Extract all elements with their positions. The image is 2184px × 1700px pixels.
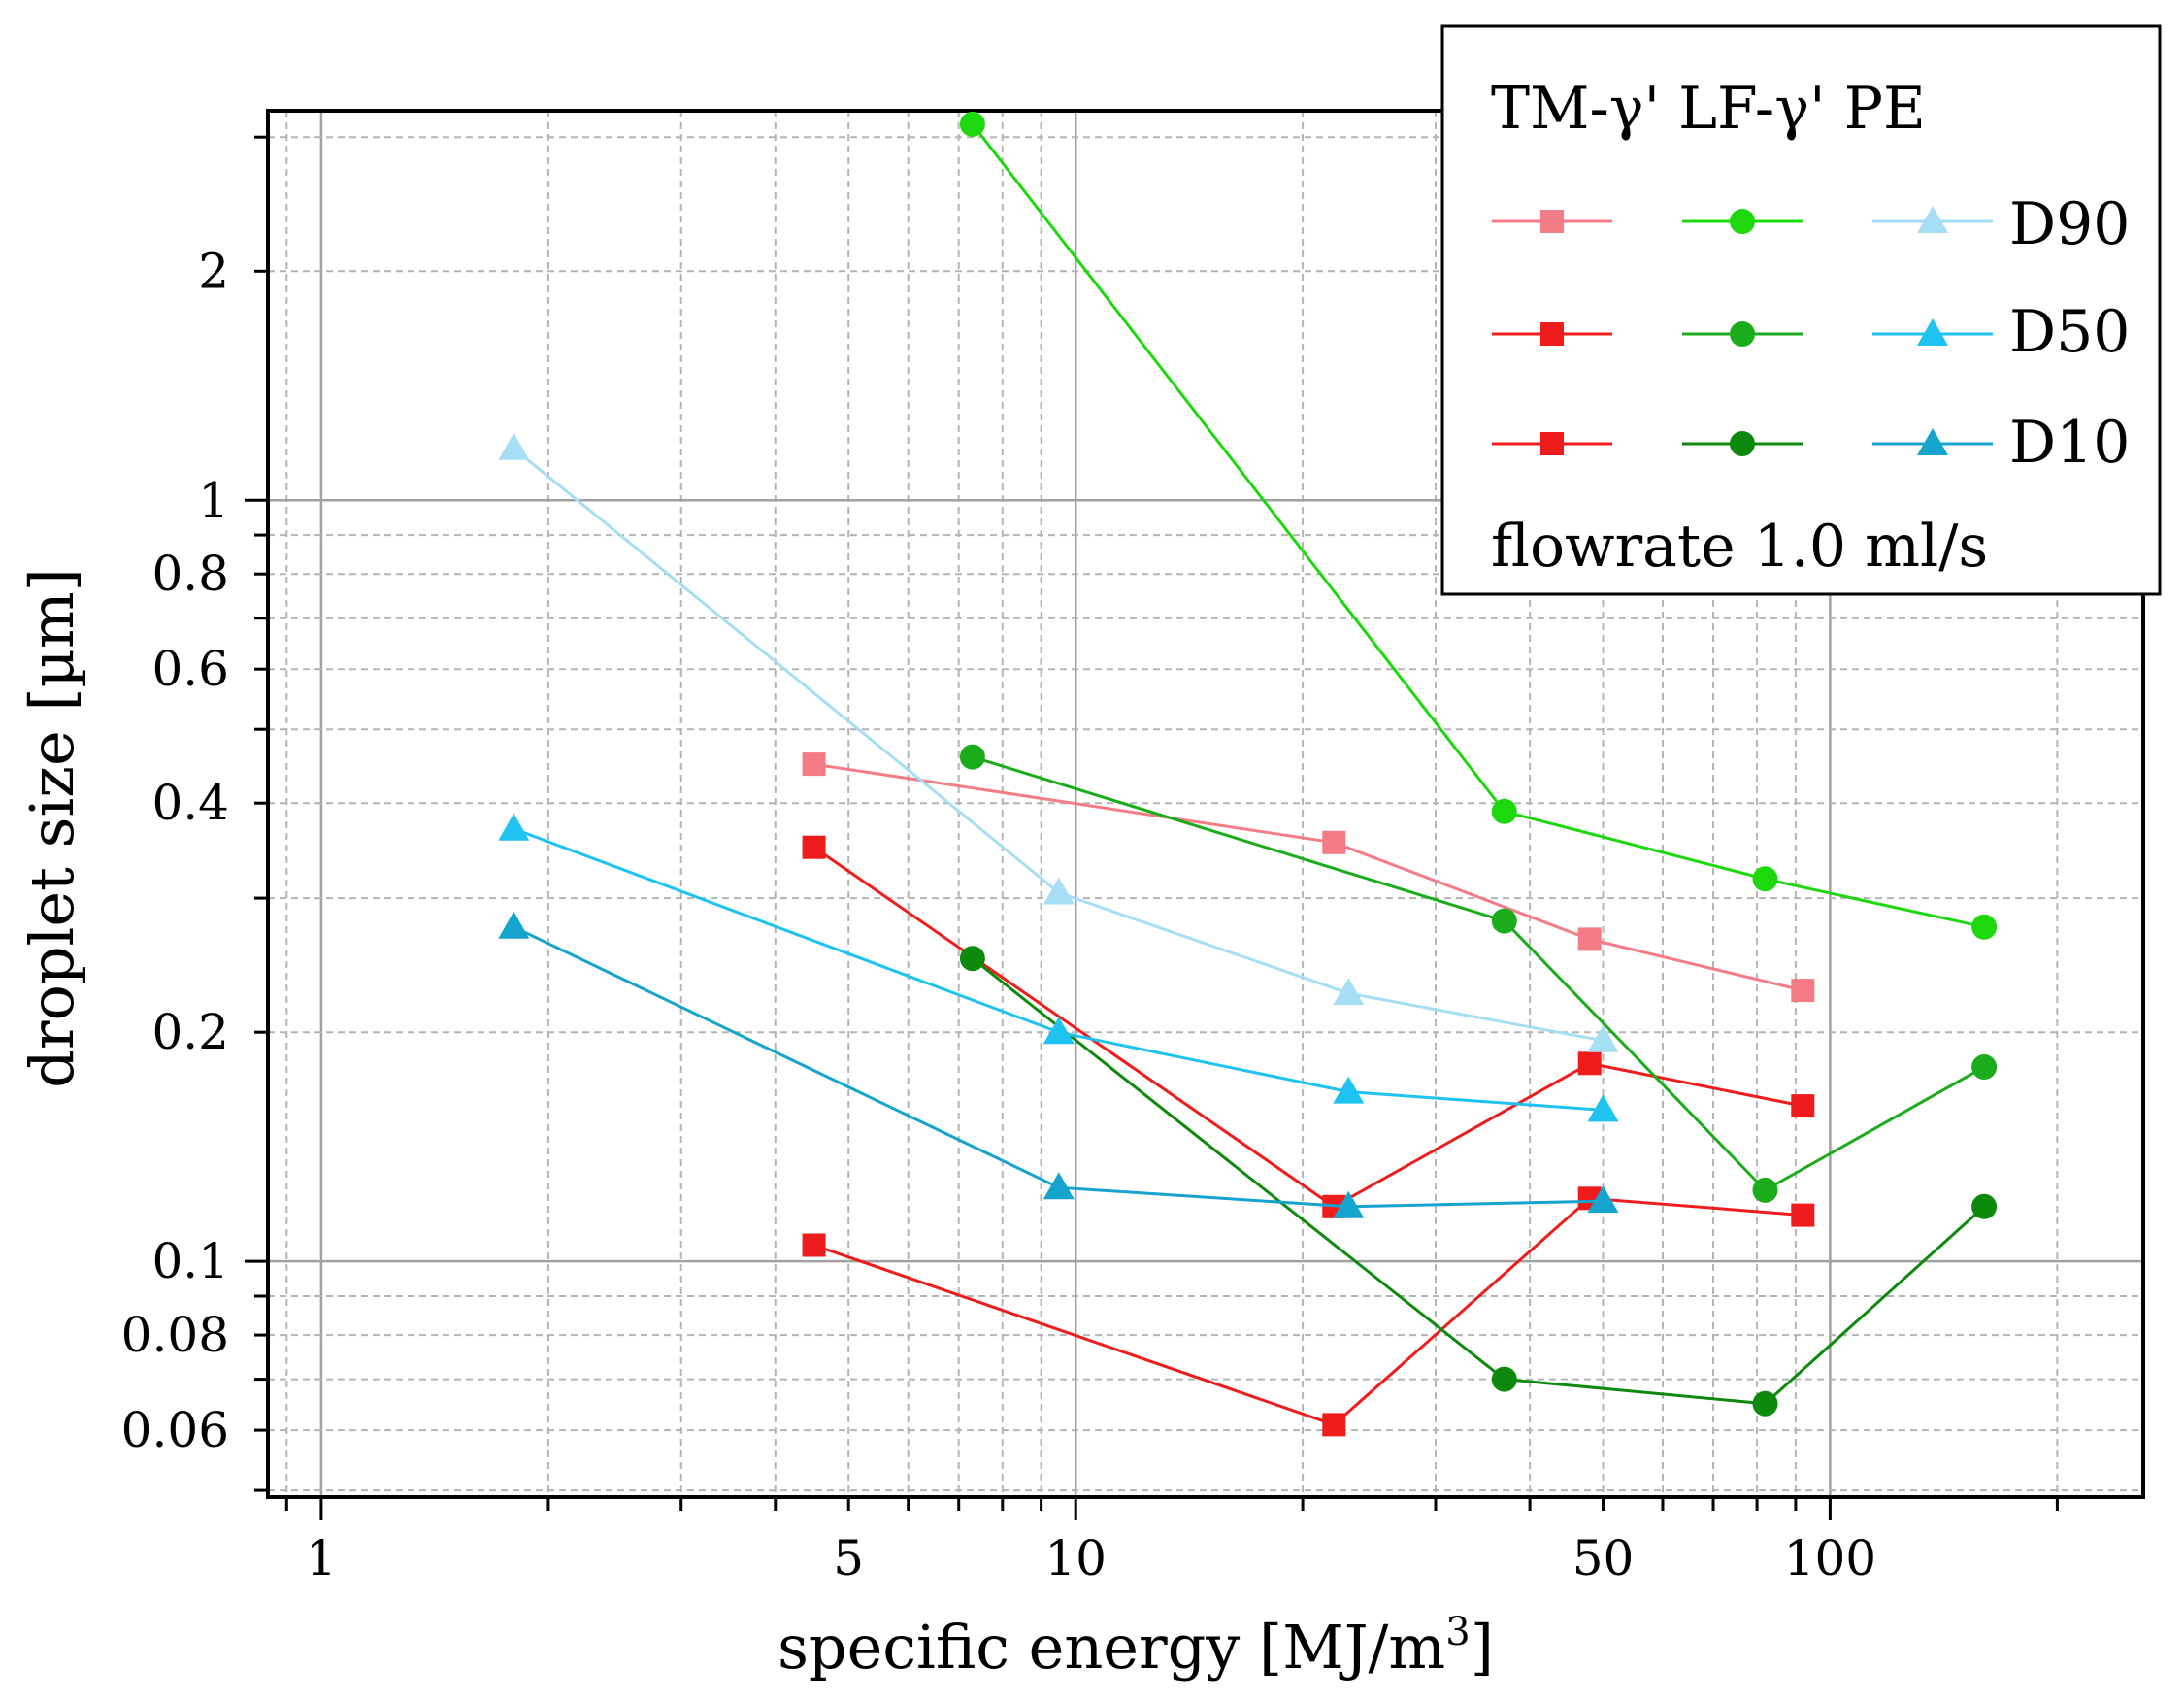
y-axis-title: droplet size [µm] bbox=[17, 568, 87, 1088]
y-tick-label: 2 bbox=[198, 243, 229, 299]
series-pe-d10 bbox=[498, 911, 1619, 1218]
series-lf-d10 bbox=[959, 946, 1998, 1417]
data-point bbox=[1791, 1203, 1815, 1227]
data-point bbox=[1752, 1390, 1778, 1417]
legend-sample-lf-d50 bbox=[1682, 321, 1803, 347]
series-lf-d50 bbox=[959, 744, 1998, 1203]
data-point bbox=[1791, 1094, 1815, 1118]
legend-header: TM-γ' LF-γ' PE bbox=[1491, 75, 1926, 143]
data-point bbox=[959, 744, 985, 770]
y-tick-label: 0.06 bbox=[121, 1402, 229, 1458]
data-point bbox=[959, 946, 985, 972]
x-tick-label: 5 bbox=[833, 1530, 864, 1586]
data-point bbox=[802, 752, 826, 777]
legend-sample-marker bbox=[1730, 431, 1755, 456]
data-point bbox=[1491, 1366, 1517, 1392]
data-point bbox=[1587, 1024, 1619, 1052]
x-tick-label: 1 bbox=[306, 1530, 337, 1586]
legend-sample-pe-d50 bbox=[1872, 318, 1993, 346]
y-tick-label: 0.8 bbox=[151, 546, 229, 602]
data-point bbox=[1491, 908, 1517, 934]
legend-samples bbox=[1492, 206, 1993, 456]
series-line bbox=[813, 1196, 1803, 1427]
legend-sample-marker bbox=[1540, 432, 1564, 455]
legend-footer: flowrate 1.0 ml/s bbox=[1491, 513, 1988, 581]
series-line bbox=[513, 447, 1604, 1043]
data-point bbox=[802, 835, 826, 859]
data-point bbox=[1333, 1190, 1365, 1218]
data-point bbox=[1322, 830, 1346, 854]
legend-sample-lf-d10 bbox=[1682, 431, 1803, 456]
y-tick-label: 0.6 bbox=[151, 641, 229, 697]
series-line bbox=[971, 122, 1985, 929]
y-tick-label: 0.2 bbox=[151, 1004, 229, 1060]
series-line bbox=[513, 827, 1604, 1112]
series-tm-d10 bbox=[802, 1186, 1815, 1437]
data-point bbox=[1971, 1054, 1998, 1080]
y-tick-label: 0.08 bbox=[121, 1307, 229, 1363]
data-point bbox=[1752, 1177, 1778, 1203]
legend-sample-lf-d90 bbox=[1682, 209, 1803, 234]
legend-row-label-d90: D90 bbox=[2009, 190, 2130, 258]
series-pe-d50 bbox=[498, 813, 1619, 1122]
data-point bbox=[498, 432, 530, 460]
data-point bbox=[1333, 978, 1365, 1006]
data-point bbox=[1042, 1172, 1075, 1200]
series-line bbox=[813, 762, 1803, 992]
legend-sample-marker bbox=[1730, 321, 1755, 347]
legend-box bbox=[1440, 24, 2162, 596]
series bbox=[498, 111, 1998, 1437]
legend-sample-marker bbox=[1917, 428, 1948, 455]
data-point bbox=[1322, 1413, 1346, 1437]
data-point bbox=[1333, 1076, 1365, 1104]
legend-sample-marker bbox=[1540, 322, 1564, 346]
series-pe-d90 bbox=[498, 432, 1619, 1052]
legend-sample-pe-d10 bbox=[1872, 428, 1993, 455]
legend-row-label-d50: D50 bbox=[2009, 298, 2130, 366]
data-point bbox=[1042, 1017, 1075, 1045]
series-line bbox=[513, 925, 1604, 1209]
data-point bbox=[802, 1233, 826, 1257]
series-line bbox=[812, 846, 1803, 1209]
x-axis-title-superscript: 3 bbox=[1445, 1610, 1470, 1654]
series-tm-d50 bbox=[802, 835, 1815, 1218]
data-point bbox=[1577, 1051, 1602, 1076]
data-point bbox=[1752, 866, 1778, 892]
data-point bbox=[498, 813, 530, 841]
legend-sample-tm-d50 bbox=[1492, 322, 1612, 346]
series-line bbox=[971, 957, 1986, 1406]
data-point bbox=[498, 911, 530, 939]
x-tick-label: 50 bbox=[1572, 1530, 1635, 1586]
data-point bbox=[1791, 979, 1815, 1003]
plot-frame bbox=[266, 109, 2145, 1499]
x-tick-label: 10 bbox=[1044, 1530, 1107, 1586]
series-line bbox=[972, 755, 1985, 1192]
legend-sample-marker bbox=[1730, 209, 1755, 234]
legend: TM-γ' LF-γ' PE D90 D50 D10 flowrate 1.0 … bbox=[1440, 24, 2162, 596]
y-tick-label: 0.4 bbox=[151, 775, 229, 831]
series-tm-d90 bbox=[802, 752, 1815, 1003]
data-point bbox=[959, 111, 985, 137]
data-point bbox=[1971, 1193, 1998, 1219]
legend-sample-marker bbox=[1917, 206, 1948, 233]
legend-sample-marker bbox=[1540, 210, 1564, 233]
axis-ticks: 1 5 10 50 100 0.06 0.08 0.1 0.2 0.4 0.6 0.8 1 2 bbox=[121, 135, 2059, 1586]
data-point bbox=[1577, 927, 1602, 951]
y-tick-label: 0.1 bbox=[151, 1233, 229, 1289]
data-point bbox=[1587, 1094, 1619, 1122]
x-tick-label: 100 bbox=[1784, 1530, 1876, 1586]
data-point bbox=[1491, 798, 1517, 824]
x-axis-title: specific energy [MJ/m3] bbox=[778, 1610, 1494, 1683]
series-lf-d90 bbox=[959, 111, 1998, 940]
legend-sample-tm-d10 bbox=[1492, 432, 1612, 455]
legend-sample-pe-d90 bbox=[1872, 206, 1993, 233]
legend-row-label-d10: D10 bbox=[2009, 409, 2130, 477]
y-tick-label: 1 bbox=[198, 472, 229, 528]
data-point bbox=[1042, 877, 1075, 905]
legend-sample-marker bbox=[1917, 318, 1948, 346]
legend-sample-tm-d90 bbox=[1492, 210, 1612, 233]
data-point bbox=[1971, 914, 1998, 940]
data-point bbox=[1587, 1185, 1619, 1214]
